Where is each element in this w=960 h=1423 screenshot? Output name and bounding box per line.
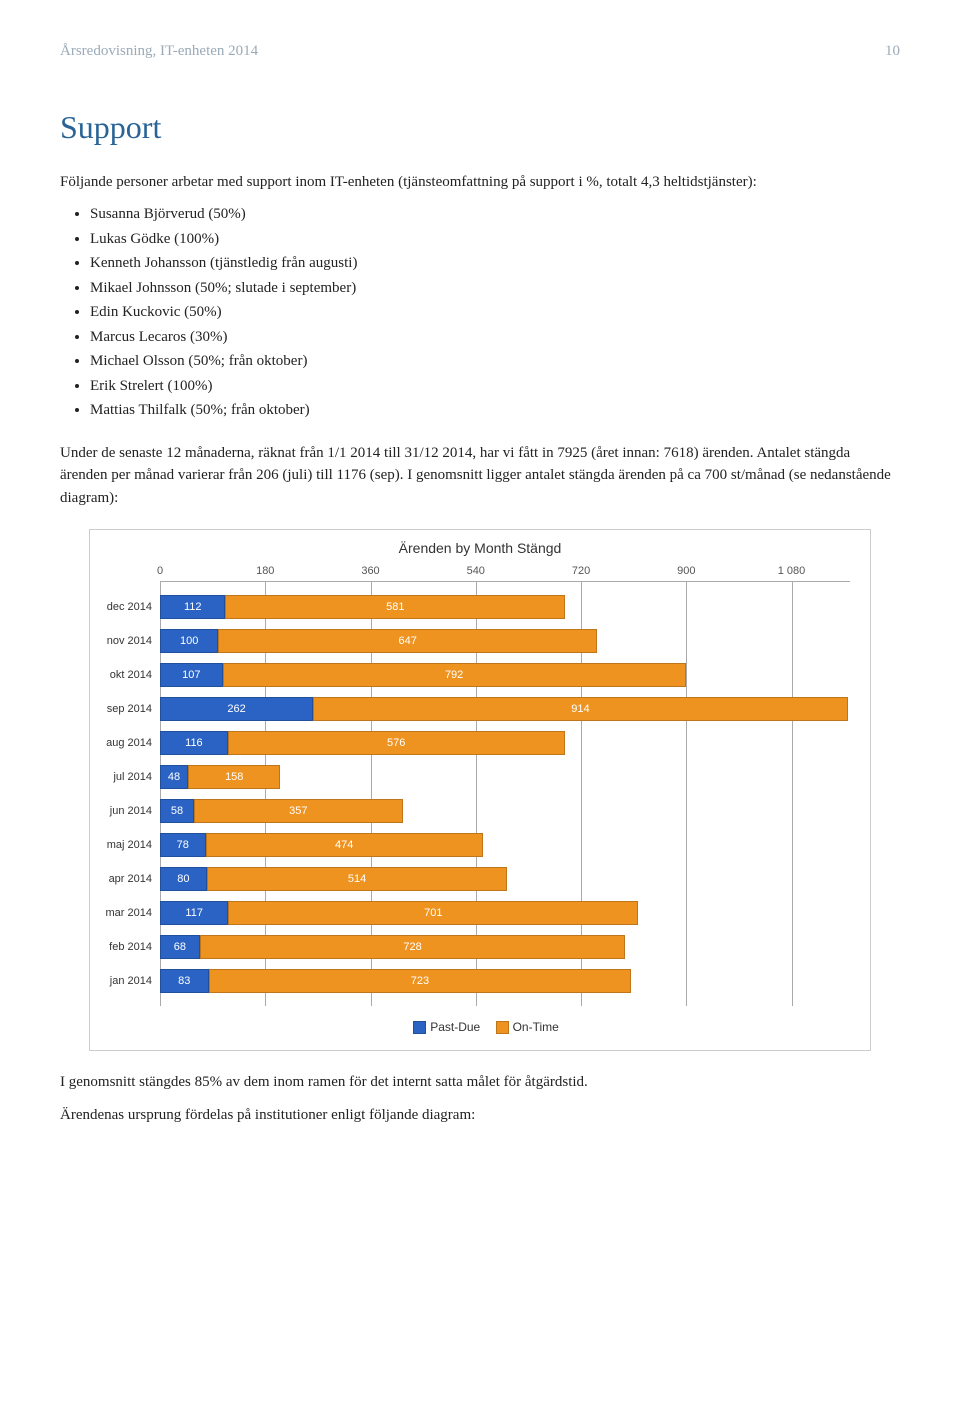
bar-segment-past-due: 112 <box>160 595 225 619</box>
bar-row: okt 2014107792 <box>160 658 850 692</box>
bar-row-label: feb 2014 <box>90 939 152 956</box>
bar-row: jun 201458357 <box>160 794 850 828</box>
bar-segment-past-due: 107 <box>160 663 223 687</box>
x-axis-tick: 1 080 <box>778 563 806 580</box>
legend-swatch-past-due <box>413 1021 426 1034</box>
chart-plot-area: 01803605407209001 080 dec 2014112581nov … <box>90 563 870 1006</box>
legend-swatch-on-time <box>496 1021 509 1034</box>
person-item: Marcus Lecaros (30%) <box>90 326 900 349</box>
bar-row: mar 2014117701 <box>160 896 850 930</box>
bar-row: jul 201448158 <box>160 760 850 794</box>
bar-row-label: dec 2014 <box>90 599 152 616</box>
page-header: Årsredovisning, IT-enheten 2014 10 <box>60 40 900 63</box>
bar-row-label: jun 2014 <box>90 803 152 820</box>
paragraph-4: Ärendenas ursprung fördelas på instituti… <box>60 1104 900 1127</box>
legend-label-past-due: Past-Due <box>430 1020 480 1034</box>
bar-segment-past-due: 80 <box>160 867 207 891</box>
x-axis-labels: 0 180 360 540 720 900 1 080 <box>160 563 850 581</box>
bar-segment-past-due: 48 <box>160 765 188 789</box>
intro-paragraph: Följande personer arbetar med support in… <box>60 171 900 194</box>
bar-row: nov 2014100647 <box>160 624 850 658</box>
bar-row-label: apr 2014 <box>90 871 152 888</box>
bar-segment-on-time: 576 <box>228 731 565 755</box>
bar-segment-on-time: 474 <box>206 833 483 857</box>
bar-row-label: sep 2014 <box>90 701 152 718</box>
bar-segment-on-time: 914 <box>313 697 847 721</box>
bar-segment-on-time: 723 <box>209 969 632 993</box>
person-item: Michael Olsson (50%; från oktober) <box>90 350 900 373</box>
person-item: Lukas Gödke (100%) <box>90 228 900 251</box>
x-axis-tick: 360 <box>361 563 379 580</box>
monthly-chart: Ärenden by Month Stängd 0 180 360 540 720 900… <box>89 529 871 1051</box>
bar-segment-past-due: 100 <box>160 629 218 653</box>
bar-segment-past-due: 83 <box>160 969 209 993</box>
bar-segment-on-time: 701 <box>228 901 638 925</box>
paragraph-2: Under de senaste 12 månaderna, räknat fr… <box>60 442 900 510</box>
bar-segment-on-time: 647 <box>218 629 596 653</box>
page-number: 10 <box>885 40 900 63</box>
bar-row-label: jul 2014 <box>90 769 152 786</box>
x-axis-tick: 180 <box>256 563 274 580</box>
bar-segment-past-due: 58 <box>160 799 194 823</box>
bar-row-label: mar 2014 <box>90 905 152 922</box>
person-item: Mikael Johnsson (50%; slutade i septembe… <box>90 277 900 300</box>
bar-row: apr 201480514 <box>160 862 850 896</box>
people-list: Susanna Björverud (50%)Lukas Gödke (100%… <box>90 203 900 422</box>
bar-segment-on-time: 728 <box>200 935 626 959</box>
chart-legend: Past-Due On-Time <box>90 1006 870 1050</box>
bar-row-label: aug 2014 <box>90 735 152 752</box>
bar-segment-on-time: 792 <box>223 663 686 687</box>
bar-segment-on-time: 357 <box>194 799 403 823</box>
bar-row-label: maj 2014 <box>90 837 152 854</box>
x-axis-tick: 540 <box>467 563 485 580</box>
bar-segment-past-due: 262 <box>160 697 313 721</box>
bar-row-label: okt 2014 <box>90 667 152 684</box>
section-title: Support <box>60 103 900 151</box>
bar-row: maj 201478474 <box>160 828 850 862</box>
bar-segment-on-time: 514 <box>207 867 508 891</box>
x-axis-tick: 900 <box>677 563 695 580</box>
bar-row: aug 2014116576 <box>160 726 850 760</box>
paragraph-3: I genomsnitt stängdes 85% av dem inom ra… <box>60 1071 900 1094</box>
person-item: Kenneth Johansson (tjänstledig från augu… <box>90 252 900 275</box>
x-axis-tick: 720 <box>572 563 590 580</box>
header-title: Årsredovisning, IT-enheten 2014 <box>60 40 258 63</box>
bar-segment-on-time: 158 <box>188 765 280 789</box>
legend-label-on-time: On-Time <box>513 1020 559 1034</box>
x-axis-tick: 0 <box>157 563 163 580</box>
bar-row: feb 201468728 <box>160 930 850 964</box>
bar-segment-past-due: 116 <box>160 731 228 755</box>
chart-title: Ärenden by Month Stängd <box>90 530 870 563</box>
bar-row: jan 201483723 <box>160 964 850 998</box>
bar-row: dec 2014112581 <box>160 590 850 624</box>
bar-row: sep 2014262914 <box>160 692 850 726</box>
bar-segment-past-due: 68 <box>160 935 200 959</box>
person-item: Susanna Björverud (50%) <box>90 203 900 226</box>
bars-area: dec 2014112581nov 2014100647okt 20141077… <box>160 582 850 1006</box>
bar-segment-on-time: 581 <box>225 595 565 619</box>
bar-row-label: nov 2014 <box>90 633 152 650</box>
person-item: Erik Strelert (100%) <box>90 375 900 398</box>
person-item: Mattias Thilfalk (50%; från oktober) <box>90 399 900 422</box>
person-item: Edin Kuckovic (50%) <box>90 301 900 324</box>
bar-segment-past-due: 117 <box>160 901 228 925</box>
bar-segment-past-due: 78 <box>160 833 206 857</box>
bar-row-label: jan 2014 <box>90 973 152 990</box>
